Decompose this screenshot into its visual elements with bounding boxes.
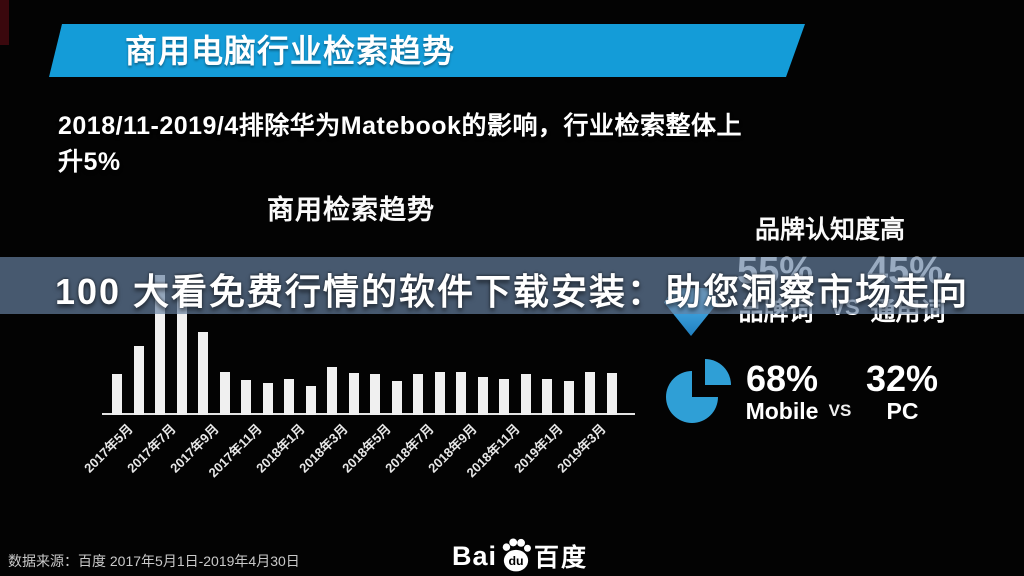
pie-slice-mobile bbox=[666, 371, 718, 423]
bar-2018年6月 bbox=[391, 381, 402, 415]
pc-label: PC bbox=[886, 398, 919, 424]
data-source-note: 数据来源：百度 2017年5月1日-2019年4月30日 bbox=[8, 553, 300, 569]
baidu-logo-du: du bbox=[508, 554, 523, 568]
baidu-paw-icon: du bbox=[502, 538, 531, 572]
page-title: 商用电脑行业检索趋势 bbox=[125, 33, 456, 69]
bar-2017年11月 bbox=[241, 380, 251, 415]
overlay-band bbox=[0, 257, 1024, 314]
baidu-logo-cn: 百度 bbox=[534, 544, 589, 572]
vs2-label: VS bbox=[828, 401, 852, 420]
subtitle-text: 2018/11-2019/4排除华为Matebook的影响，行业检索整体上升5% bbox=[58, 112, 742, 176]
bar-2017年5月 bbox=[112, 374, 122, 415]
title-banner: 商用电脑行业检索趋势 bbox=[49, 24, 805, 77]
bar-2019年4月 bbox=[606, 373, 617, 415]
bar-2018年1月 bbox=[284, 378, 294, 415]
bar-2019年2月 bbox=[563, 381, 574, 415]
bar-2019年1月 bbox=[542, 378, 552, 415]
mobile-percent: 68% bbox=[745, 358, 819, 399]
bar-2018年10月 bbox=[477, 377, 488, 415]
pie-slice-pc bbox=[705, 359, 731, 385]
bar-2018年9月 bbox=[456, 371, 466, 415]
pc-percent: 32% bbox=[865, 358, 939, 399]
bar-2018年2月 bbox=[305, 385, 316, 415]
bar-2018年3月 bbox=[327, 367, 337, 415]
bar-2018年8月 bbox=[434, 371, 445, 415]
bar-2017年9月 bbox=[198, 332, 208, 415]
overlay-caption: 100 大看免费行情的软件下载安装：助您洞察市场走向 bbox=[54, 271, 970, 312]
bar-2017年6月 bbox=[133, 346, 144, 415]
pie-chart bbox=[666, 359, 731, 423]
bar-2019年3月 bbox=[585, 371, 595, 415]
bar-2018年11月 bbox=[499, 378, 509, 415]
x-axis-line bbox=[102, 413, 635, 415]
bar-2018年12月 bbox=[520, 374, 531, 415]
bar-2017年7月 bbox=[155, 275, 165, 415]
deco-red-sliver bbox=[0, 0, 9, 45]
mobile-label: Mobile bbox=[745, 398, 819, 424]
right-panel-heading: 品牌认知度高 bbox=[754, 216, 905, 244]
bar-chart: 2017年5月 2017年7月 2017年9月 2017年11月 2018年1月 2018… bbox=[81, 255, 640, 480]
bar-2017年8月 bbox=[176, 280, 187, 415]
bar-2018年7月 bbox=[413, 374, 423, 415]
baidu-logo-bai: Bai bbox=[452, 540, 498, 571]
bar-2018年4月 bbox=[348, 373, 359, 415]
bar-chart-title: 商用检索趋势 bbox=[267, 195, 435, 225]
bar-2017年10月 bbox=[219, 371, 230, 415]
bar-2017年12月 bbox=[262, 382, 273, 415]
bar-2018年5月 bbox=[370, 374, 380, 415]
baidu-logo: Bai du 百度 bbox=[452, 537, 588, 575]
